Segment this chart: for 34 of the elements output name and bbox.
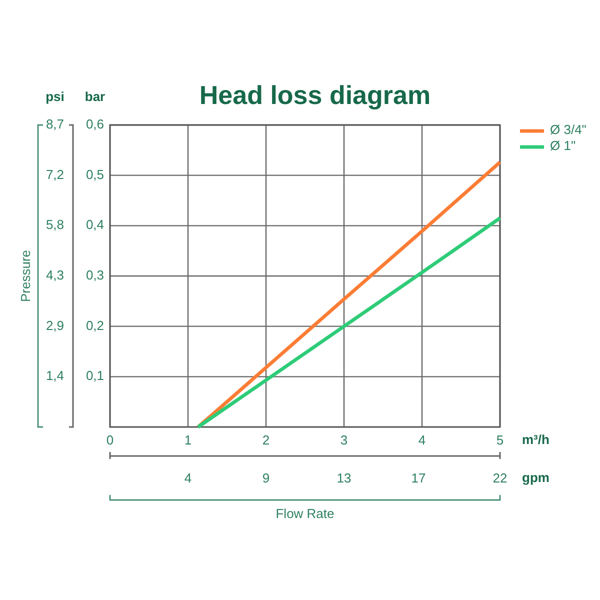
y2-tick-label: 2,9 <box>46 318 64 333</box>
y2-tick-label: 1,4 <box>46 368 64 384</box>
line-series <box>196 216 502 429</box>
x-tick-label: 1 <box>184 432 192 448</box>
y-tick-label: 0,6 <box>86 116 104 132</box>
y2-tick-label: 5,8 <box>46 217 64 232</box>
x-tick-label: 5 <box>496 432 504 448</box>
x2-tick-label: 17 <box>411 470 426 486</box>
x2-tick-label: 4 <box>184 470 192 486</box>
x2-tick-label: 22 <box>492 470 508 486</box>
legend-label: Ø 1" <box>550 138 576 154</box>
x2-tick-label: 9 <box>262 470 270 486</box>
y-tick-label: 0,4 <box>86 217 104 232</box>
x-axis-title: m³/h <box>522 432 550 448</box>
y2-axis-title: psi <box>46 89 64 104</box>
text: Pressure <box>18 250 34 302</box>
x-tick-label: 2 <box>262 432 270 448</box>
y-tick-label: 0,5 <box>86 166 104 182</box>
y-tick-label: 0,3 <box>86 267 104 282</box>
y2-tick-label: 4,3 <box>46 267 64 282</box>
x-tick-label: 3 <box>340 432 348 448</box>
legend-label: Ø 3/4" <box>550 122 587 138</box>
text: Flow Rate <box>276 506 334 522</box>
chart-title: Head loss diagram <box>199 80 431 110</box>
x2-axis-title: gpm <box>522 470 550 486</box>
y-tick-label: 0,2 <box>86 318 104 333</box>
line-series <box>196 160 502 429</box>
y-tick-label: 0,1 <box>86 368 104 384</box>
x2-tick-label: 13 <box>336 470 352 486</box>
y2-tick-label: 7,2 <box>46 166 64 182</box>
x-tick-label: 4 <box>418 432 426 448</box>
y-axis-title: bar <box>84 89 106 104</box>
x-tick-label: 0 <box>106 432 114 448</box>
y2-tick-label: 8,7 <box>46 116 64 132</box>
